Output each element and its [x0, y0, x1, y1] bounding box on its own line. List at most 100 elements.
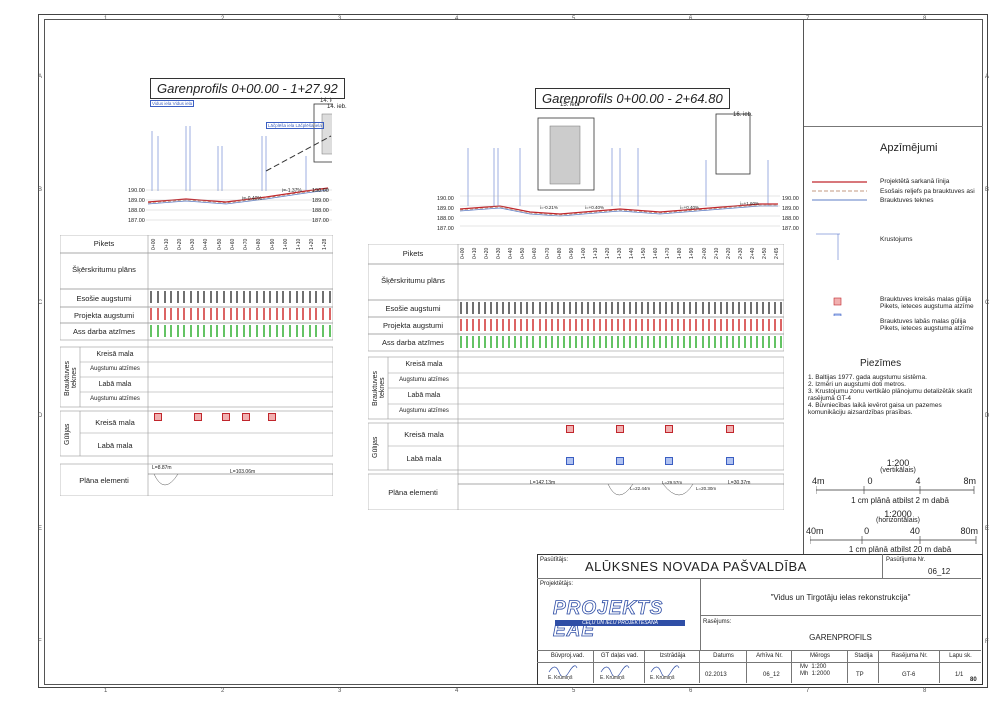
lt-plan-l2: L=103.06m	[230, 469, 256, 475]
tb-header-cell: Datums	[713, 653, 734, 659]
value-mark	[743, 336, 746, 348]
tb-pas-nr: 06_12	[928, 567, 951, 576]
value-mark	[773, 302, 776, 314]
value-mark	[689, 319, 692, 331]
tb-name-2: E. Krūmiņš	[600, 675, 625, 681]
value-mark	[269, 291, 272, 303]
tb-stadija: TP	[856, 672, 864, 678]
grid-row-C-right: C	[985, 300, 990, 306]
value-mark	[229, 291, 232, 303]
value-mark	[701, 336, 704, 348]
piket-label: 0+20	[484, 247, 491, 260]
value-mark	[315, 291, 318, 303]
value-mark	[695, 302, 698, 314]
notes-list: 1. Baltijas 1977. gada augstumu sistēma.…	[808, 374, 980, 416]
piket-label: 2+65	[773, 247, 780, 260]
tb-col-line	[746, 650, 747, 683]
value-mark	[526, 336, 529, 348]
value-mark	[295, 291, 298, 303]
value-mark	[550, 336, 553, 348]
scale-horiz-bar	[810, 536, 977, 544]
value-mark	[496, 319, 499, 331]
gully-right-marker	[616, 457, 624, 465]
piket-label: 0+10	[163, 238, 170, 251]
value-mark	[653, 319, 656, 331]
tb-pasutitajs-lbl: Pasūtītājs:	[540, 557, 569, 563]
value-mark	[308, 325, 311, 337]
company-logo: PROJEKTS EAE CEĻU UN IELU PROJEKTĒŠANA	[553, 598, 688, 641]
value-mark	[683, 319, 686, 331]
lt-piket-lbl: Pikets	[93, 239, 115, 248]
notes-title: Piezīmes	[860, 358, 902, 369]
legend-item-5: Brauktuves kreisās malas gūlija Pikets, …	[880, 296, 974, 310]
value-mark	[520, 302, 523, 314]
piket-label: 0+80	[256, 238, 263, 251]
value-mark	[262, 308, 265, 320]
value-mark	[731, 302, 734, 314]
tb-rasejums: GARENPROFILS	[809, 633, 872, 642]
lt-plan-l1: L=8.87m	[152, 465, 172, 471]
piket-label: 1+28	[322, 238, 329, 251]
value-mark	[183, 325, 186, 337]
value-mark	[598, 336, 601, 348]
value-mark	[308, 308, 311, 320]
value-mark	[170, 325, 173, 337]
value-mark	[641, 319, 644, 331]
value-mark	[713, 302, 716, 314]
gully-right-marker	[726, 457, 734, 465]
value-mark	[629, 319, 632, 331]
grid-col-7-bottom: 7	[806, 688, 810, 694]
scale-vert-ratio: 1:200	[886, 458, 910, 468]
value-mark	[532, 336, 535, 348]
left-building-label: 14. ieb.	[327, 104, 347, 110]
value-mark	[689, 302, 692, 314]
value-mark	[478, 319, 481, 331]
left-elev-labels-l: 190.00 189.00 188.00 187.00	[128, 188, 145, 224]
tb-arhiva: 06_12	[763, 672, 780, 678]
value-mark	[216, 291, 219, 303]
tb-header-cell: GT daļas vad.	[600, 653, 639, 659]
value-mark	[275, 325, 278, 337]
value-mark	[659, 319, 662, 331]
value-mark	[701, 319, 704, 331]
value-mark	[328, 308, 331, 320]
value-mark	[203, 291, 206, 303]
grid-col-5-top: 5	[572, 16, 576, 22]
value-mark	[755, 302, 758, 314]
tb-row1-line	[537, 578, 981, 579]
value-mark	[568, 319, 571, 331]
value-mark	[484, 302, 487, 314]
value-mark	[647, 336, 650, 348]
tb-header-cell: Lapu sk.	[949, 653, 972, 659]
scale-horiz-label: (horizontālais)	[876, 517, 920, 524]
value-mark	[236, 325, 239, 337]
grid-row-D-left: D	[38, 413, 43, 419]
tb-col-line	[699, 650, 700, 683]
scale-horiz-note: 1 cm plānā atbilst 20 m dabā	[848, 545, 952, 554]
piket-label: 0+40	[203, 238, 210, 251]
grid-col-2-top: 2	[221, 16, 225, 22]
value-mark	[586, 302, 589, 314]
value-mark	[556, 336, 559, 348]
tb-header-cell: Arhīva Nr.	[756, 653, 783, 659]
value-mark	[755, 336, 758, 348]
value-mark	[773, 336, 776, 348]
value-mark	[302, 291, 305, 303]
piket-label: 1+20	[604, 247, 611, 260]
value-mark	[695, 336, 698, 348]
value-mark	[623, 302, 626, 314]
rt-plan-l2: L=22.44m	[630, 486, 651, 491]
value-mark	[743, 319, 746, 331]
value-mark	[677, 302, 680, 314]
grid-row-F-left: F	[38, 639, 42, 645]
legend-item-4: Krustojums	[880, 236, 913, 243]
value-mark	[508, 336, 511, 348]
tb-pasutitajs: ALŪKSNES NOVADA PAŠVALDĪBA	[585, 559, 807, 574]
value-mark	[767, 319, 770, 331]
note-4: 4. Būvniecības laikā ievērot gaisa un pa…	[808, 402, 942, 416]
rt-gkreisa-lbl: Kreisā mala	[404, 430, 444, 439]
value-mark	[598, 319, 601, 331]
tb-vert-line-2	[882, 554, 883, 578]
rt-pikets: 0+00 0+10 0+20 0+30 0+40 0+50 0+60 0+70 0+80 0+90…	[458, 244, 784, 264]
value-mark	[229, 308, 232, 320]
